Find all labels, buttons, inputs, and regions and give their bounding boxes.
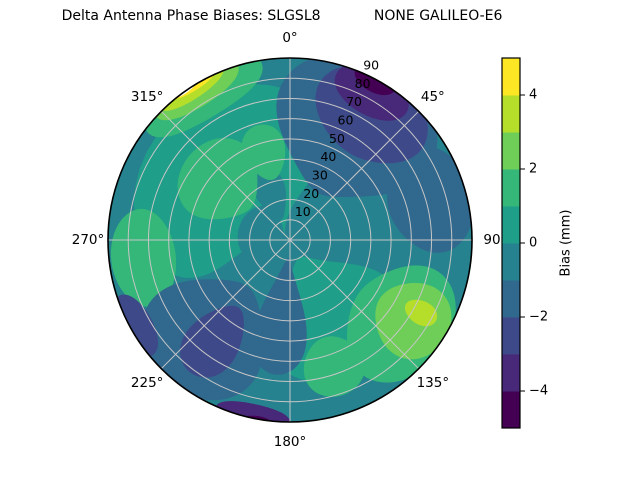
contour-feature-east-blue-arm [387, 146, 472, 253]
contour-feature-south-center-blue-tongue [252, 258, 307, 375]
colorbar-tick-label: −4 [529, 384, 548, 399]
colorbar-tick-label: 4 [529, 88, 537, 103]
colorbar-segment [502, 206, 520, 244]
grid-spoke-315 [160, 110, 291, 241]
colorbar: 4 2 0 −2 −4 Bias (mm) [501, 57, 574, 429]
radial-tick-label-50: 50 [329, 131, 345, 146]
colorbar-tick-label: 0 [529, 236, 537, 251]
colorbar-segment [502, 317, 520, 355]
grid-spoke-135 [289, 239, 420, 370]
contour-feature-inner-dark-teal-curl [252, 169, 286, 220]
radial-tick-label-10: 10 [295, 204, 311, 219]
contour-feature-north-green-patch [241, 124, 286, 180]
colorbar-segment [502, 280, 520, 318]
grid-spoke-225 [160, 239, 291, 370]
colorbar-segment [502, 354, 520, 392]
contour-feature-west-rim-green-band [110, 208, 177, 307]
colorbar-axis-label: Bias (mm) [559, 210, 574, 277]
colorbar-segment [502, 132, 520, 170]
angular-tick-label-180: 180° [274, 434, 307, 450]
angular-tick-label-135: 135° [417, 375, 450, 391]
radial-tick-label-40: 40 [320, 149, 336, 164]
chart-title: Delta Antenna Phase Biases: SLGSL8 NONE … [61, 8, 503, 24]
radial-tick-label-80: 80 [355, 76, 371, 91]
colorbar-segment [502, 169, 520, 207]
angular-tick-label-315: 315° [131, 89, 164, 105]
radial-tick-label-30: 30 [312, 167, 328, 182]
angular-tick-label-0: 0° [282, 30, 297, 46]
polar-grid [108, 58, 472, 422]
contour-feature-sw-navy-blob [180, 305, 244, 378]
colorbar-tick-label: 2 [529, 162, 537, 177]
grid-spoke-45 [289, 110, 420, 241]
angular-tick-label-225: 225° [131, 375, 164, 391]
radial-tick-label-70: 70 [346, 94, 362, 109]
angular-tick-label-270: 270° [72, 232, 105, 248]
contour-feature-se-green-patch [303, 336, 365, 397]
radial-tick-label-60: 60 [338, 112, 354, 127]
contour-feature-east-bright-green-core [405, 299, 438, 327]
angular-tick-label-45: 45° [421, 89, 445, 105]
radial-tick-label-20: 20 [303, 186, 319, 201]
polar-outline [107, 57, 473, 423]
angular-tick-label-90: 90 [483, 232, 500, 248]
colorbar-tick-label: −2 [529, 310, 548, 325]
colorbar-segment [502, 58, 520, 96]
colorbar-segment [502, 95, 520, 133]
radial-tick-label-90: 90 [363, 57, 379, 72]
colorbar-segment [502, 243, 520, 281]
colorbar-segment [502, 391, 520, 429]
